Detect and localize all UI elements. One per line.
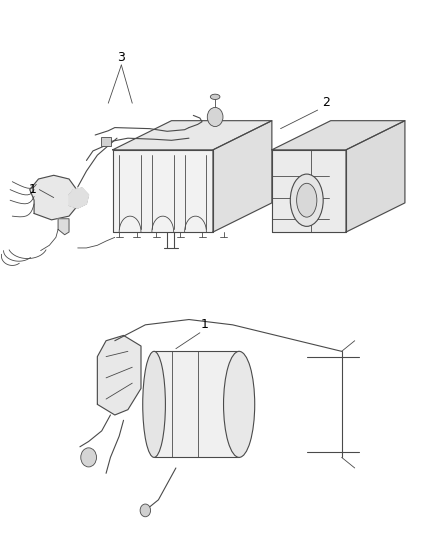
Polygon shape [113,150,212,232]
Bar [154,351,239,457]
Bar [101,137,111,146]
Polygon shape [58,219,69,235]
Ellipse shape [296,183,316,217]
Polygon shape [97,335,141,415]
Ellipse shape [210,94,219,100]
Text: 1: 1 [29,183,37,196]
Polygon shape [69,188,88,208]
Circle shape [207,108,223,126]
Text: 3: 3 [117,51,125,63]
Circle shape [140,504,150,517]
Text: 1: 1 [200,318,208,332]
Circle shape [81,448,96,467]
Ellipse shape [290,174,322,227]
Polygon shape [212,120,271,232]
Text: 2: 2 [321,95,329,109]
Polygon shape [113,120,271,150]
Ellipse shape [223,351,254,457]
Ellipse shape [142,351,165,457]
Polygon shape [345,120,404,232]
Polygon shape [30,175,78,220]
Polygon shape [271,150,345,232]
Polygon shape [271,120,404,150]
